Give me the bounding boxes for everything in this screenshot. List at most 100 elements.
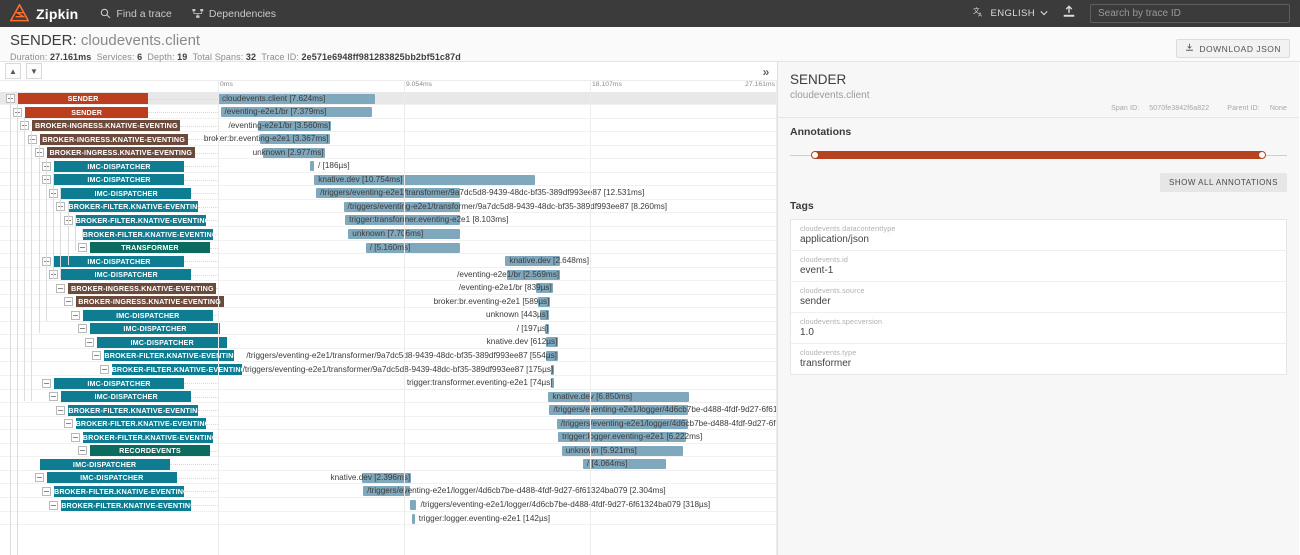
span-service-badge[interactable]: IMC-DISPATCHER: [54, 160, 184, 172]
span-row[interactable]: BROKER-INGRESS.KNATIVE-EVENTING broker:br…: [0, 132, 777, 146]
span-row[interactable]: IMC-DISPATCHER knative.dev [10.754ms]: [0, 173, 777, 187]
span-service-badge[interactable]: SENDER: [18, 93, 148, 104]
nav-find-a-trace[interactable]: Find a trace: [100, 8, 172, 20]
span-duration-bar[interactable]: [505, 256, 560, 267]
span-duration-bar[interactable]: [539, 310, 550, 321]
span-row[interactable]: trigger:logger.eventing-e2e1 [142µs]: [0, 512, 777, 526]
span-row[interactable]: IMC-DISPATCHER / [186µs]: [0, 159, 777, 173]
span-service-badge[interactable]: BROKER-INGRESS.KNATIVE-EVENTING: [39, 133, 188, 145]
span-row[interactable]: RECORDEVENTS unknown [5.921ms]: [0, 444, 777, 458]
span-expand-toggle[interactable]: [78, 446, 87, 456]
span-row[interactable]: BROKER-FILTER.KNATIVE-EVENTING/triggers/…: [0, 498, 777, 512]
span-duration-bar[interactable]: [545, 323, 550, 334]
span-row[interactable]: BROKER-INGRESS.KNATIVE-EVENTING unknown […: [0, 146, 777, 160]
span-service-badge[interactable]: BROKER-INGRESS.KNATIVE-EVENTING: [75, 296, 224, 308]
span-expand-toggle[interactable]: [49, 500, 59, 510]
span-row[interactable]: IMC-DISPATCHER/triggers/eventing-e2e1/tr…: [0, 186, 777, 200]
span-service-badge[interactable]: BROKER-FILTER.KNATIVE-EVENTING: [111, 364, 242, 375]
span-duration-bar[interactable]: [310, 161, 315, 172]
span-duration-bar[interactable]: [546, 350, 558, 361]
span-row[interactable]: BROKER-FILTER.KNATIVE-EVENTING/triggers/…: [0, 363, 777, 376]
trace-span-graph[interactable]: 0ms 9.054ms 18.107ms 27.161ms SENDER cloudev…: [0, 81, 777, 555]
span-expand-toggle[interactable]: [99, 365, 109, 374]
span-row[interactable]: IMC-DISPATCHER / [4.064ms]: [0, 457, 777, 471]
span-row[interactable]: IMC-DISPATCHER knative.dev [6.850ms]: [0, 390, 777, 404]
span-expand-toggle[interactable]: [56, 283, 66, 293]
span-service-badge[interactable]: IMC-DISPATCHER: [61, 187, 192, 199]
span-duration-bar[interactable]: [551, 378, 554, 389]
span-row[interactable]: BROKER-INGRESS.KNATIVE-EVENTING/eventing…: [0, 281, 777, 295]
span-duration-bar[interactable]: [363, 486, 411, 497]
span-duration-bar[interactable]: [561, 445, 684, 456]
span-duration-bar[interactable]: [361, 472, 412, 483]
span-row[interactable]: IMC-DISPATCHER trigger:transformer.eventi…: [0, 376, 777, 390]
span-service-badge[interactable]: BROKER-FILTER.KNATIVE-EVENTING: [75, 214, 206, 226]
span-row[interactable]: IMC-DISPATCHER knative.dev [612µs]: [0, 335, 777, 349]
span-service-badge[interactable]: IMC-DISPATCHER: [90, 323, 220, 335]
span-expand-toggle[interactable]: [42, 378, 51, 388]
span-row[interactable]: BROKER-FILTER.KNATIVE-EVENTING/triggers/…: [0, 349, 777, 363]
span-expand-toggle[interactable]: [70, 432, 80, 442]
span-service-badge[interactable]: BROKER-FILTER.KNATIVE-EVENTING: [82, 228, 213, 240]
span-expand-toggle[interactable]: [49, 392, 59, 402]
span-expand-toggle[interactable]: [78, 324, 87, 334]
annotations-timeline[interactable]: [790, 147, 1287, 163]
span-expand-toggle[interactable]: [56, 405, 66, 415]
span-service-badge[interactable]: RECORDEVENTS: [90, 445, 210, 457]
span-duration-bar[interactable]: [220, 107, 373, 118]
span-service-badge[interactable]: IMC-DISPATCHER: [97, 336, 228, 348]
span-service-badge[interactable]: BROKER-FILTER.KNATIVE-EVENTING: [68, 201, 199, 213]
span-service-badge[interactable]: BROKER-FILTER.KNATIVE-EVENTING: [61, 499, 192, 511]
span-duration-bar[interactable]: [365, 242, 461, 253]
span-service-badge[interactable]: BROKER-INGRESS.KNATIVE-EVENTING: [32, 120, 181, 132]
span-service-badge[interactable]: BROKER-FILTER.KNATIVE-EVENTING: [68, 404, 199, 416]
span-service-badge[interactable]: IMC-DISPATCHER: [54, 255, 184, 267]
collapse-detail-panel-button[interactable]: »: [762, 64, 770, 79]
span-row[interactable]: SENDER/eventing-e2e1/br [7.379ms]: [0, 105, 777, 119]
span-service-badge[interactable]: BROKER-FILTER.KNATIVE-EVENTING: [82, 431, 213, 443]
span-row[interactable]: IMC-DISPATCHER knative.dev [2.396ms]: [0, 471, 777, 485]
span-expand-toggle[interactable]: [63, 419, 73, 429]
annotation-marker-start[interactable]: [811, 151, 819, 159]
span-service-badge[interactable]: TRANSFORMER: [90, 242, 210, 254]
span-row[interactable]: BROKER-INGRESS.KNATIVE-EVENTING/eventing…: [0, 119, 777, 133]
span-duration-bar[interactable]: [548, 391, 690, 402]
expand-all-button[interactable]: ▼: [26, 63, 42, 79]
span-expand-toggle[interactable]: [42, 486, 51, 496]
span-service-badge[interactable]: IMC-DISPATCHER: [46, 472, 177, 484]
span-duration-bar[interactable]: [260, 134, 330, 145]
span-expand-toggle[interactable]: [70, 310, 80, 320]
span-service-badge[interactable]: SENDER: [25, 106, 149, 118]
span-duration-bar[interactable]: [409, 500, 417, 510]
span-duration-bar[interactable]: [343, 201, 461, 212]
span-service-badge[interactable]: IMC-DISPATCHER: [61, 391, 192, 403]
span-expand-toggle[interactable]: [85, 337, 95, 347]
span-row[interactable]: BROKER-FILTER.KNATIVE-EVENTING/triggers/…: [0, 484, 777, 498]
download-json-button[interactable]: DOWNLOAD JSON: [1176, 39, 1290, 58]
span-expand-toggle[interactable]: [27, 134, 37, 144]
span-duration-bar[interactable]: [411, 513, 415, 524]
span-duration-bar[interactable]: [558, 432, 686, 443]
span-service-badge[interactable]: IMC-DISPATCHER: [54, 174, 184, 186]
span-row[interactable]: IMC-DISPATCHER / [197µs]: [0, 322, 777, 336]
span-expand-toggle[interactable]: [92, 351, 102, 361]
span-service-badge[interactable]: IMC-DISPATCHER: [82, 309, 213, 321]
span-service-badge[interactable]: BROKER-FILTER.KNATIVE-EVENTING: [54, 485, 184, 497]
span-row[interactable]: SENDER cloudevents.client [7.624ms]: [0, 91, 777, 105]
span-row[interactable]: BROKER-INGRESS.KNATIVE-EVENTING broker:br…: [0, 295, 777, 309]
span-duration-bar[interactable]: [545, 337, 559, 348]
span-service-badge[interactable]: BROKER-INGRESS.KNATIVE-EVENTING: [46, 147, 195, 159]
span-service-badge[interactable]: IMC-DISPATCHER: [39, 458, 170, 470]
span-row[interactable]: BROKER-FILTER.KNATIVE-EVENTING trigger:tr…: [0, 213, 777, 227]
span-duration-bar[interactable]: [507, 269, 561, 280]
language-selector[interactable]: 文 A ENGLISH: [973, 6, 1048, 21]
span-duration-bar[interactable]: [263, 147, 325, 158]
span-row[interactable]: BROKER-FILTER.KNATIVE-EVENTING unknown [7…: [0, 227, 777, 241]
span-service-badge[interactable]: BROKER-FILTER.KNATIVE-EVENTING: [75, 418, 206, 430]
show-all-annotations-button[interactable]: SHOW ALL ANNOTATIONS: [1160, 173, 1287, 192]
span-row[interactable]: IMC-DISPATCHER/eventing-e2e1/br [2.569ms…: [0, 268, 777, 282]
span-expand-toggle[interactable]: [78, 243, 87, 253]
collapse-all-button[interactable]: ▲: [5, 63, 21, 79]
span-duration-bar[interactable]: [258, 120, 332, 131]
span-service-badge[interactable]: BROKER-FILTER.KNATIVE-EVENTING: [104, 350, 235, 362]
